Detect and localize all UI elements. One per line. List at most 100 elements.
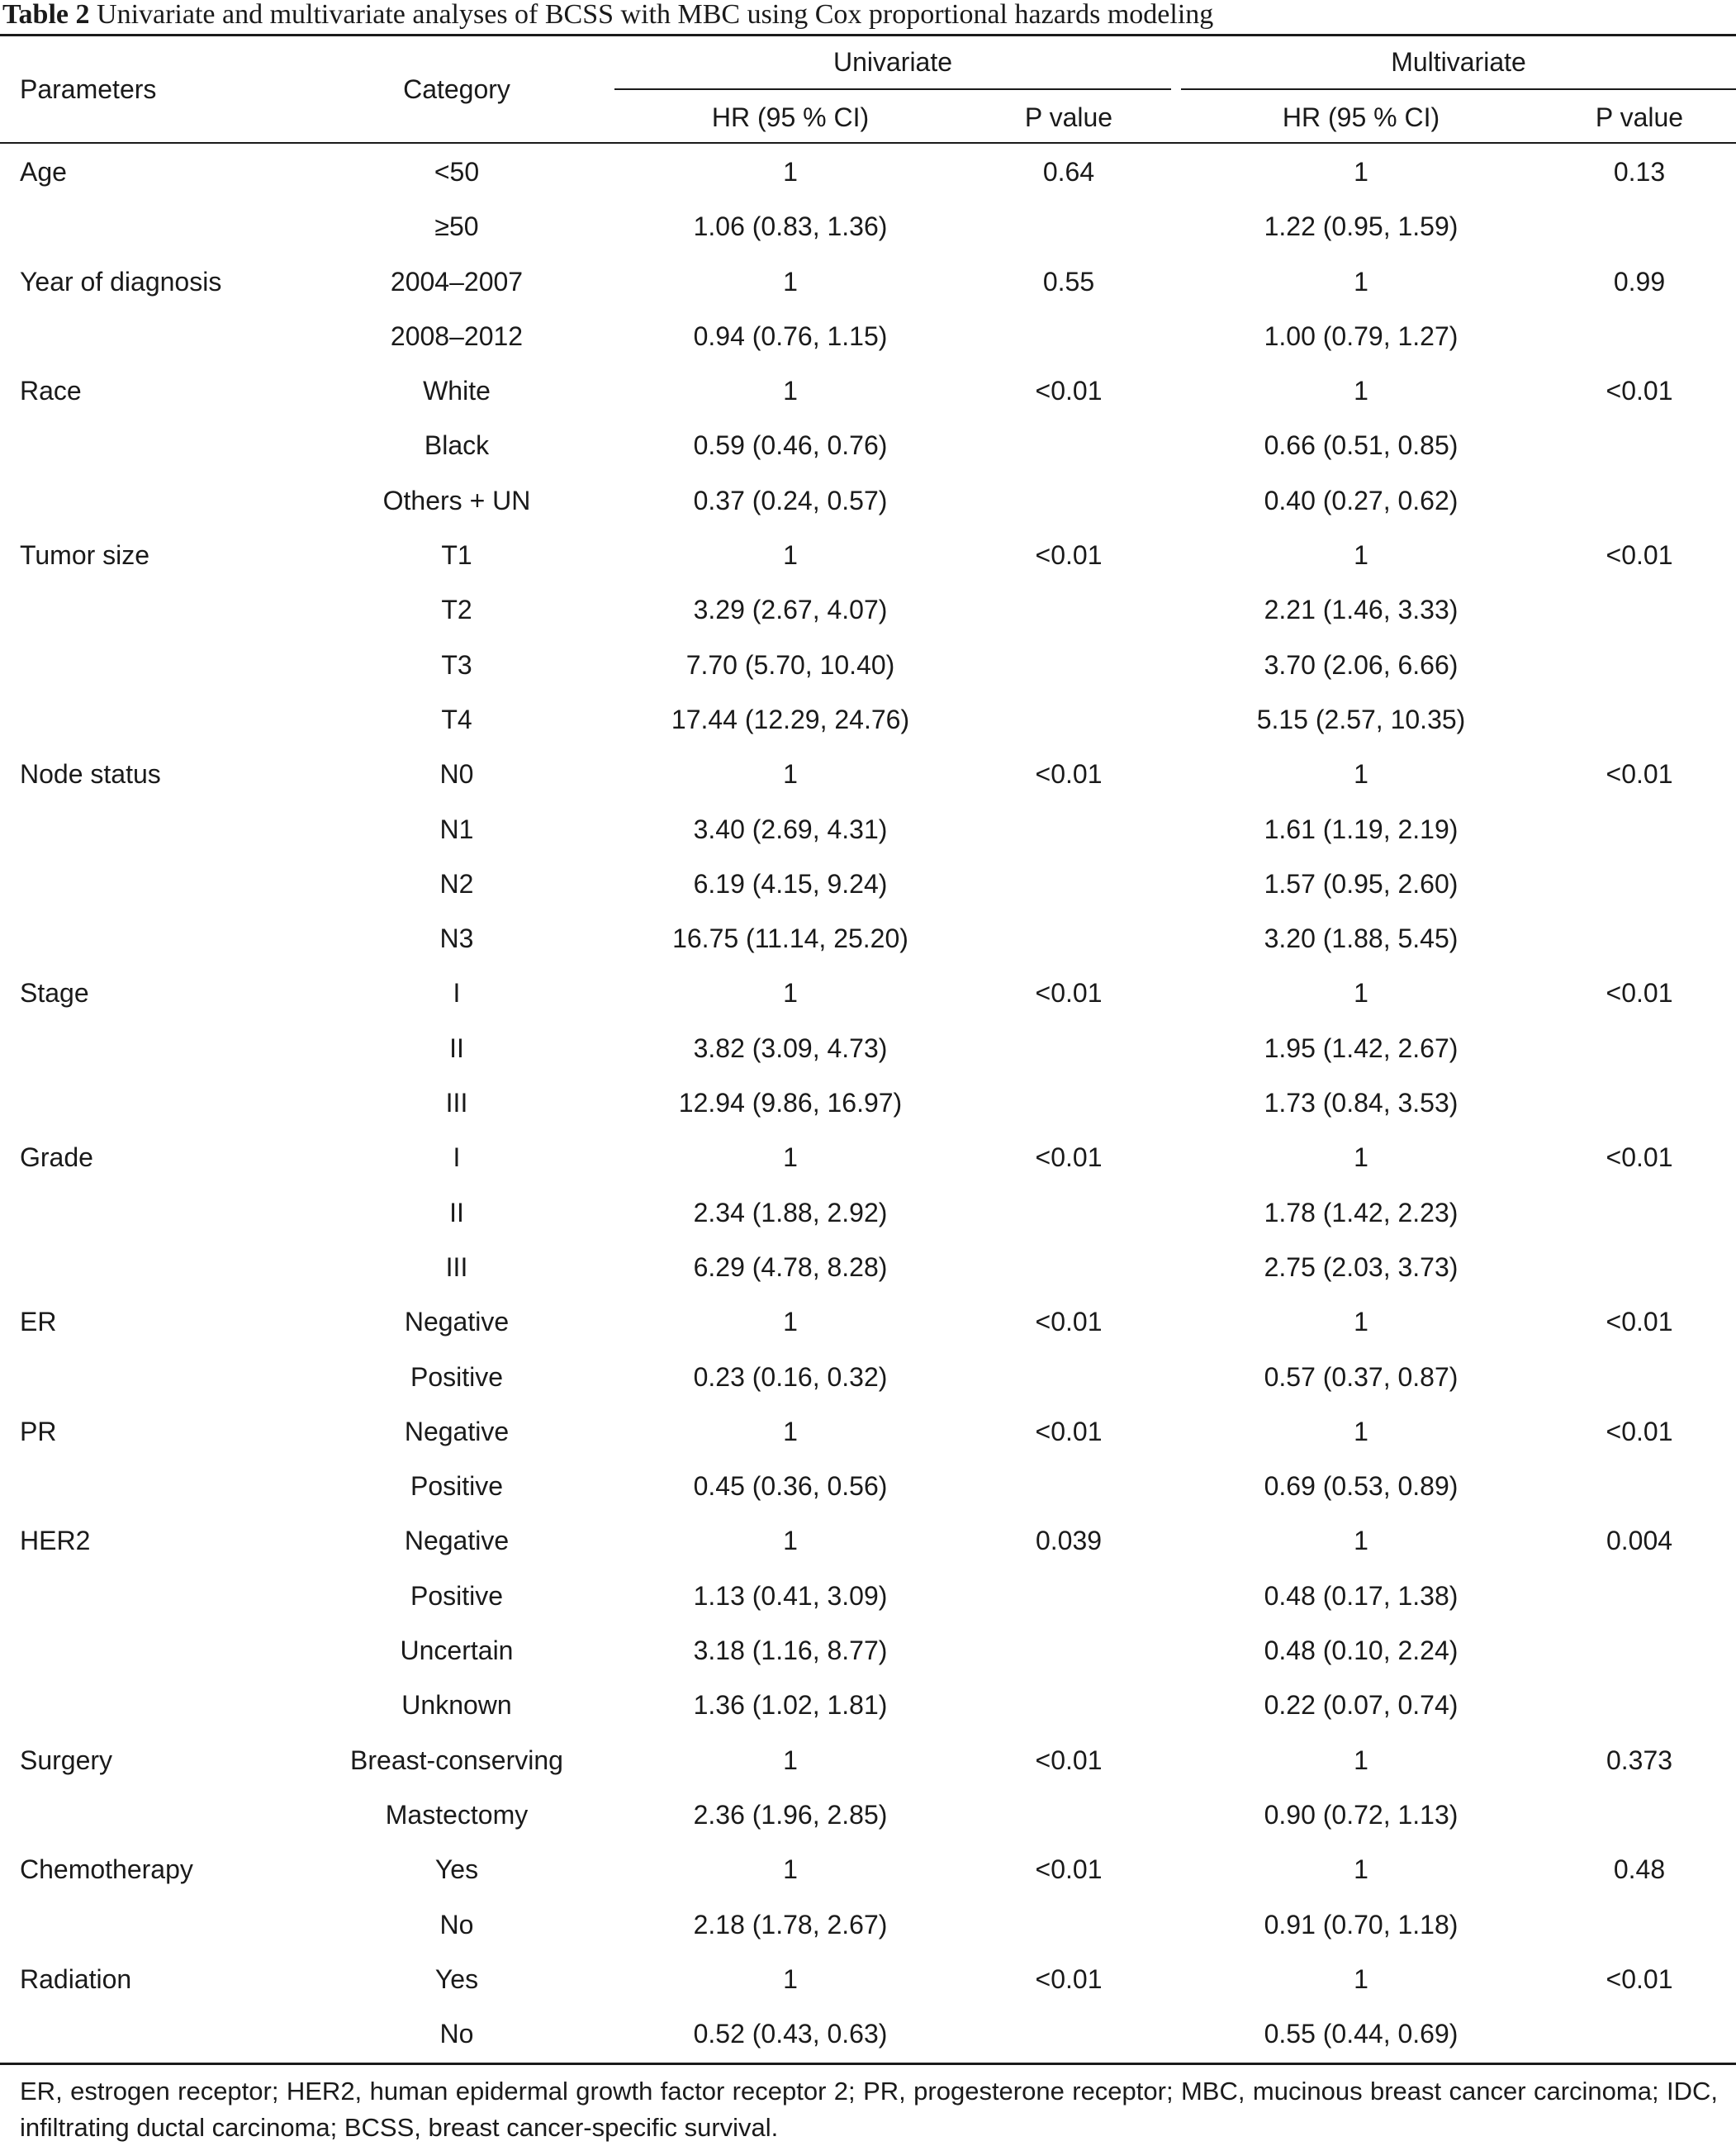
cell-uni-p: <0.01 <box>1035 1142 1103 1173</box>
table-row: Tumor size T1 1 <0.01 1 <0.01 <box>0 539 1736 593</box>
table-row: Grade I 1 <0.01 1 <0.01 <box>0 1141 1736 1195</box>
table-footnote: ER, estrogen receptor; HER2, human epide… <box>20 2077 1718 2142</box>
cell-category: Positive <box>410 1471 504 1502</box>
table-row: Positive 0.23 (0.16, 0.32) 0.57 (0.37, 0.8… <box>0 1360 1736 1415</box>
cell-multi-p: 0.48 <box>1613 1854 1666 1885</box>
cell-uni-p: <0.01 <box>1035 540 1103 571</box>
cell-category: III <box>445 1088 468 1118</box>
cell-multi-hr: 1.00 (0.79, 1.27) <box>1264 320 1459 351</box>
cell-uni-hr: 1 <box>783 376 798 406</box>
cell-multi-hr: 1 <box>1354 266 1368 297</box>
cell-uni-hr: 1 <box>783 1416 798 1446</box>
table-caption-label: Table 2 <box>2 0 90 30</box>
cell-uni-hr: 3.82 (3.09, 4.73) <box>693 1033 888 1063</box>
table-caption: Table 2 Univariate and multivariate anal… <box>2 0 1213 33</box>
table-row: Year of diagnosis 2004–2007 1 0.55 1 0.99 <box>0 265 1736 320</box>
cell-uni-hr: 17.44 (12.29, 24.76) <box>671 704 910 734</box>
cell-multi-hr: 1 <box>1354 376 1368 406</box>
cell-multi-p: <0.01 <box>1606 759 1673 790</box>
univariate-span-rule <box>614 88 1171 90</box>
cell-multi-hr: 1 <box>1354 1854 1368 1885</box>
cell-multi-p: 0.373 <box>1606 1745 1673 1775</box>
cell-uni-p: <0.01 <box>1035 1307 1103 1337</box>
cell-multi-hr: 1 <box>1354 540 1368 571</box>
cell-uni-hr: 1 <box>783 1745 798 1775</box>
cell-multi-hr: 0.40 (0.27, 0.62) <box>1264 485 1459 515</box>
cell-uni-hr: 0.37 (0.24, 0.57) <box>693 485 888 515</box>
cell-uni-hr: 1.36 (1.02, 1.81) <box>693 1690 888 1721</box>
cell-multi-p: <0.01 <box>1606 376 1673 406</box>
cell-multi-hr: 0.57 (0.37, 0.87) <box>1264 1361 1459 1392</box>
cell-uni-hr: 0.59 (0.46, 0.76) <box>693 430 888 461</box>
table-row: ER Negative 1 <0.01 1 <0.01 <box>0 1305 1736 1360</box>
cell-uni-hr: 1 <box>783 1142 798 1173</box>
cell-multi-hr: 1 <box>1354 1526 1368 1556</box>
table-row: Radiation Yes 1 <0.01 1 <0.01 <box>0 1963 1736 2017</box>
cell-uni-hr: 3.18 (1.16, 8.77) <box>693 1636 888 1666</box>
table-row: Stage I 1 <0.01 1 <0.01 <box>0 976 1736 1031</box>
table-row: Race White 1 <0.01 1 <0.01 <box>0 374 1736 429</box>
cell-multi-p: 0.13 <box>1613 157 1666 187</box>
cell-multi-hr: 0.22 (0.07, 0.74) <box>1264 1690 1459 1721</box>
table-row: PR Negative 1 <0.01 1 <0.01 <box>0 1415 1736 1469</box>
cell-multi-hr: 2.75 (2.03, 3.73) <box>1264 1251 1459 1282</box>
cell-category: Negative <box>404 1526 510 1556</box>
cell-category: Yes <box>434 1854 479 1885</box>
cell-category: Unknown <box>401 1690 512 1721</box>
table-row: Uncertain 3.18 (1.16, 8.77) 0.48 (0.10, 2.… <box>0 1634 1736 1688</box>
cell-multi-hr: 3.20 (1.88, 5.45) <box>1264 923 1459 954</box>
cell-uni-p: 0.55 <box>1042 266 1095 297</box>
table-row: Black 0.59 (0.46, 0.76) 0.66 (0.51, 0.85) <box>0 429 1736 483</box>
cell-multi-p: <0.01 <box>1606 540 1673 571</box>
cell-category: Others + UN <box>382 485 531 515</box>
cell-parameter: Age <box>20 157 67 187</box>
table-row: III 12.94 (9.86, 16.97) 1.73 (0.84, 3.53) <box>0 1086 1736 1141</box>
cell-multi-hr: 1.61 (1.19, 2.19) <box>1264 814 1459 844</box>
table-row: III 6.29 (4.78, 8.28) 2.75 (2.03, 3.73) <box>0 1251 1736 1305</box>
cell-parameter: ER <box>20 1307 57 1337</box>
cell-category: Positive <box>410 1580 504 1611</box>
cell-category: T2 <box>441 595 472 625</box>
cell-uni-hr: 1 <box>783 1854 798 1885</box>
header-univariate: Univariate <box>832 47 953 77</box>
cell-category: <50 <box>434 157 480 187</box>
cell-uni-hr: 1 <box>783 1526 798 1556</box>
table-body: Age <50 1 0.64 1 0.13 ≥50 1.06 (0.83, 1.36) 1.22… <box>0 155 1736 2072</box>
cell-category: No <box>439 2019 474 2049</box>
cell-uni-p: 0.039 <box>1035 1526 1103 1556</box>
cell-multi-hr: 1.22 (0.95, 1.59) <box>1264 211 1459 242</box>
table-row: Node status N0 1 <0.01 1 <0.01 <box>0 757 1736 812</box>
cell-parameter: PR <box>20 1416 57 1446</box>
header-uni-hr: HR (95 % CI) <box>711 102 870 132</box>
cell-category: 2004–2007 <box>390 266 524 297</box>
header-multi-hr: HR (95 % CI) <box>1282 102 1440 132</box>
cell-multi-hr: 1.78 (1.42, 2.23) <box>1264 1197 1459 1227</box>
cell-parameter: Race <box>20 376 82 406</box>
cell-multi-hr: 1 <box>1354 1963 1368 1994</box>
cell-uni-hr: 2.34 (1.88, 2.92) <box>693 1197 888 1227</box>
cell-uni-hr: 1 <box>783 266 798 297</box>
cell-category: T4 <box>441 704 472 734</box>
cell-uni-p: <0.01 <box>1035 759 1103 790</box>
cell-category: N1 <box>439 814 474 844</box>
cell-category: No <box>439 1909 474 1939</box>
cell-uni-hr: 7.70 (5.70, 10.40) <box>685 649 895 680</box>
cell-uni-p: <0.01 <box>1035 1854 1103 1885</box>
cell-category: Positive <box>410 1361 504 1392</box>
cell-multi-hr: 1.73 (0.84, 3.53) <box>1264 1088 1459 1118</box>
cell-multi-hr: 1 <box>1354 978 1368 1009</box>
cell-uni-p: <0.01 <box>1035 1963 1103 1994</box>
cell-category: N3 <box>439 923 474 954</box>
cell-category: Black <box>424 430 490 461</box>
cell-category: White <box>423 376 491 406</box>
header-multi-p: P value <box>1595 102 1684 132</box>
cell-multi-p: <0.01 <box>1606 978 1673 1009</box>
cell-parameter: HER2 <box>20 1526 91 1556</box>
cell-uni-hr: 2.36 (1.96, 2.85) <box>693 1799 888 1830</box>
cell-uni-hr: 1 <box>783 1307 798 1337</box>
cell-category: Breast-conserving <box>350 1745 563 1775</box>
cell-multi-hr: 1 <box>1354 1307 1368 1337</box>
table-row: N2 6.19 (4.15, 9.24) 1.57 (0.95, 2.60) <box>0 867 1736 922</box>
cell-multi-hr: 0.66 (0.51, 0.85) <box>1264 430 1459 461</box>
table-row: T3 7.70 (5.70, 10.40) 3.70 (2.06, 6.66) <box>0 648 1736 703</box>
